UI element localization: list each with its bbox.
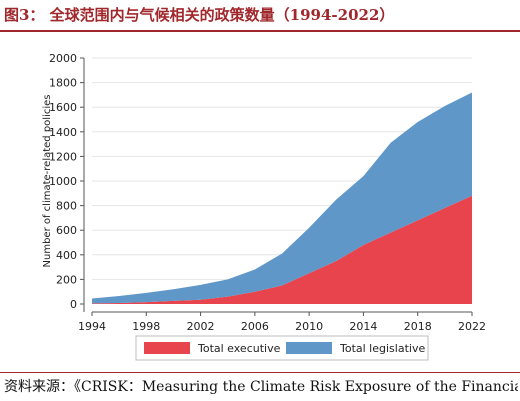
source-divider [0, 372, 520, 373]
x-tick-label-1994: 1994 [78, 320, 106, 333]
y-axis-title: Number of climate-related policies [42, 95, 53, 268]
legend-swatch-total-legislative [286, 342, 332, 354]
y-tick-label-2000: 2000 [49, 52, 77, 65]
y-tick-label-1800: 1800 [49, 77, 77, 90]
x-tick-label-2006: 2006 [241, 320, 269, 333]
y-tick-label-600: 600 [56, 224, 77, 237]
y-tick-label-1200: 1200 [49, 150, 77, 163]
legend-swatch-total-executive [144, 342, 190, 354]
x-tick-label-1998: 1998 [132, 320, 160, 333]
source-note: 资料来源：《CRISK：Measuring the Climate Risk E… [4, 379, 518, 395]
y-tick-label-0: 0 [70, 298, 77, 311]
y-tick-label-1600: 1600 [49, 101, 77, 114]
policy-area-chart: 0 200 400 600 800 1000 1200 1400 1600 1800 2000 199… [0, 36, 520, 366]
y-tick-label-1000: 1000 [49, 175, 77, 188]
axes [80, 57, 473, 316]
y-tick-label-400: 400 [56, 249, 77, 262]
legend: Total executive Total legislative [135, 335, 429, 361]
y-tick-label-800: 800 [56, 200, 77, 213]
x-tick-label-2010: 2010 [295, 320, 323, 333]
area-series [92, 92, 472, 304]
y-tick-label-1400: 1400 [49, 126, 77, 139]
x-tick-label-2022: 2022 [458, 320, 486, 333]
figure-title: 图3： 全球范围内与气候相关的政策数量（1994-2022） [4, 6, 395, 24]
area-total-executive [92, 195, 472, 304]
legend-label-total-legislative: Total legislative [339, 342, 425, 355]
x-tick-label-2018: 2018 [404, 320, 432, 333]
x-tick-label-2002: 2002 [187, 320, 215, 333]
area-total-legislative [92, 92, 472, 304]
y-tick-label-200: 200 [56, 273, 77, 286]
x-tick-label-2014: 2014 [349, 320, 377, 333]
title-divider [0, 30, 520, 32]
tick-labels: 0 200 400 600 800 1000 1200 1400 1600 1800 2000 199… [49, 52, 486, 333]
legend-label-total-executive: Total executive [197, 342, 281, 355]
